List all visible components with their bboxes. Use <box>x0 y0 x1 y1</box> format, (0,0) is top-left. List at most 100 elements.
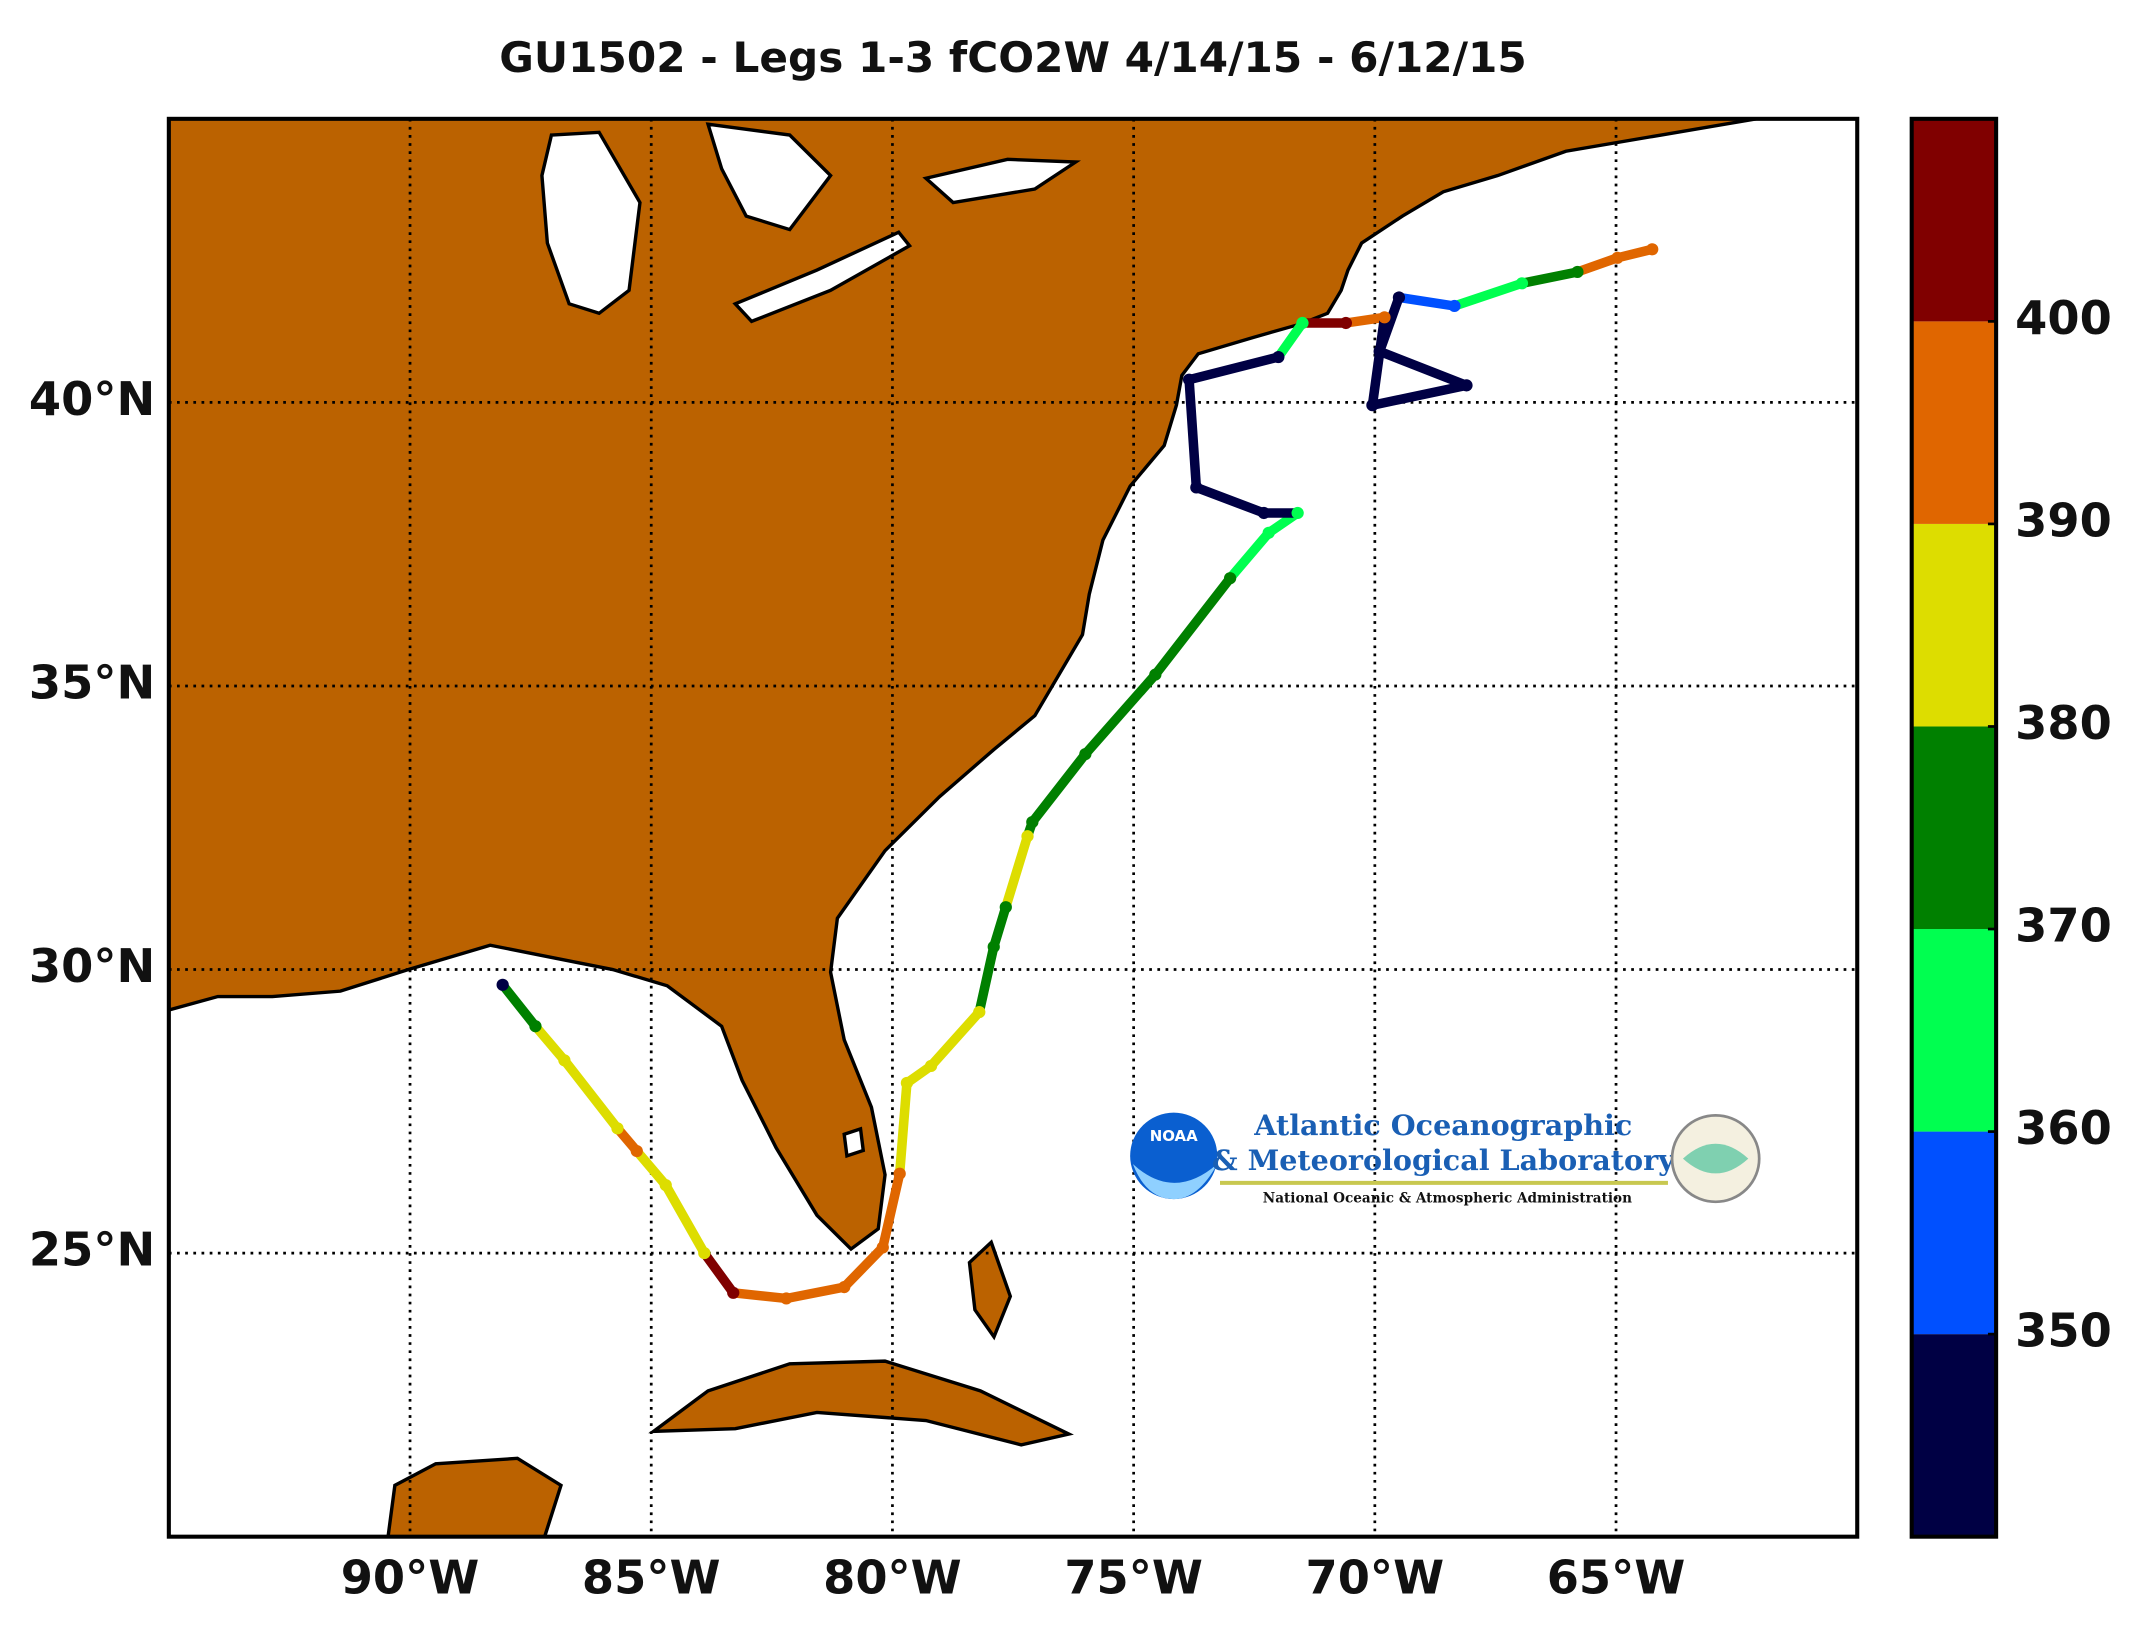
track-segment <box>530 1021 570 1066</box>
track-point <box>924 1059 938 1073</box>
track-point <box>1026 816 1039 829</box>
colorbar-tick-label: 360 <box>2015 1101 2112 1155</box>
track-segment <box>781 1282 849 1304</box>
track-segment <box>1184 374 1202 493</box>
track-segment <box>559 1055 623 1134</box>
track-segment <box>1449 278 1527 311</box>
colorbar-band <box>1911 726 1997 930</box>
track-segment <box>1184 352 1284 385</box>
track-segment <box>1225 528 1274 583</box>
logo-badge: NOAA <box>1150 1127 1198 1145</box>
colorbar-band <box>1911 523 1997 727</box>
chart-title: GU1502 - Legs 1-3 fCO2W 4/14/15 - 6/12/1… <box>499 33 1526 82</box>
track-point <box>900 1076 914 1090</box>
track-point <box>987 940 1000 953</box>
track-segment <box>894 1078 912 1179</box>
lake-huron <box>705 122 833 232</box>
track-point <box>1571 265 1584 279</box>
x-tick-label: 65°W <box>1547 1551 1686 1605</box>
lake-erie <box>732 230 913 324</box>
colorbar-band <box>1911 118 1997 322</box>
y-tick-label: 25°N <box>29 1223 155 1277</box>
track-segment <box>878 1168 905 1253</box>
track-point <box>630 1144 643 1158</box>
track-point <box>1272 350 1285 364</box>
lakes <box>540 122 1081 1159</box>
track-segment <box>1001 831 1033 912</box>
x-tick-label: 75°W <box>1064 1551 1203 1605</box>
track-segment <box>1572 253 1623 277</box>
track-segment <box>497 980 541 1031</box>
track-point <box>780 1292 793 1305</box>
track-segment <box>1027 749 1091 827</box>
track-point <box>1460 379 1473 392</box>
track-point <box>1339 316 1353 330</box>
track-point <box>1373 345 1386 358</box>
track-point <box>1291 506 1304 520</box>
logo: NOAA Atlantic Oceanographic & Meteorolog… <box>1130 1108 1761 1207</box>
track-point <box>1223 572 1237 585</box>
colorbar-tick-label: 400 <box>2015 291 2112 345</box>
logo-line2: & Meteorological Laboratory <box>1212 1143 1676 1177</box>
track-segment <box>1150 573 1235 680</box>
colorbar-band <box>1911 1131 1997 1335</box>
track-point <box>973 1005 986 1019</box>
x-tick-label: 85°W <box>582 1551 721 1605</box>
track-point <box>893 1167 906 1180</box>
track-point <box>1257 506 1271 520</box>
track-point <box>999 901 1012 914</box>
track-point <box>1392 291 1406 304</box>
track-segment <box>974 942 999 1017</box>
x-tick-label: 90°W <box>341 1551 480 1605</box>
colorbar-frame <box>1909 116 1999 1539</box>
north-america <box>167 117 1757 1252</box>
track-point <box>876 1241 889 1254</box>
track-segment <box>1374 346 1472 391</box>
track-point <box>1262 526 1275 539</box>
track-point <box>659 1178 672 1192</box>
lake-ontario <box>922 157 1081 205</box>
track-point <box>1515 277 1529 290</box>
track-point <box>727 1286 740 1299</box>
track-point <box>1149 668 1162 681</box>
lake-okeechobee <box>842 1126 866 1159</box>
colorbar-tick-label: 380 <box>2015 696 2112 750</box>
track-point <box>698 1247 711 1260</box>
track-segment <box>1080 669 1161 759</box>
land <box>167 117 1757 1539</box>
track-point <box>1190 481 1203 494</box>
track-segment <box>1191 482 1269 518</box>
track-point <box>1646 243 1659 256</box>
colorbar-band <box>1911 929 1997 1132</box>
track-segment <box>926 1007 985 1071</box>
track-segment <box>728 1288 792 1304</box>
track-point <box>558 1054 571 1067</box>
track-segment <box>1394 292 1460 311</box>
colorbar-tick-label: 390 <box>2015 494 2112 548</box>
colorbar-band <box>1911 1334 1997 1537</box>
track-point <box>1079 747 1092 761</box>
track-point <box>496 978 509 991</box>
colorbar: 350 360 370 380 390 400 <box>1909 116 2112 1539</box>
lake-michigan <box>540 130 642 316</box>
track-segment <box>1341 312 1390 328</box>
track-segment <box>699 1248 739 1298</box>
track-segment <box>1367 380 1472 410</box>
track-point <box>1296 316 1309 330</box>
track-segment <box>660 1180 710 1258</box>
track-point <box>1182 373 1196 386</box>
cuba <box>648 1359 1074 1447</box>
track-point <box>529 1020 542 1033</box>
logo-line3: National Oceanic & Atmospheric Administr… <box>1263 1191 1632 1207</box>
x-tick-label: 80°W <box>823 1551 962 1605</box>
track-point <box>838 1281 851 1294</box>
y-tick-label: 35°N <box>29 656 155 710</box>
x-tick-label: 70°W <box>1306 1551 1445 1605</box>
colorbar-tick-label: 370 <box>2015 899 2112 953</box>
colorbar-band <box>1911 321 1997 524</box>
track-point <box>1611 251 1624 264</box>
y-tick-label: 40°N <box>29 372 155 426</box>
aoml-seal-inner <box>1682 1143 1749 1174</box>
track-point <box>1448 299 1461 313</box>
